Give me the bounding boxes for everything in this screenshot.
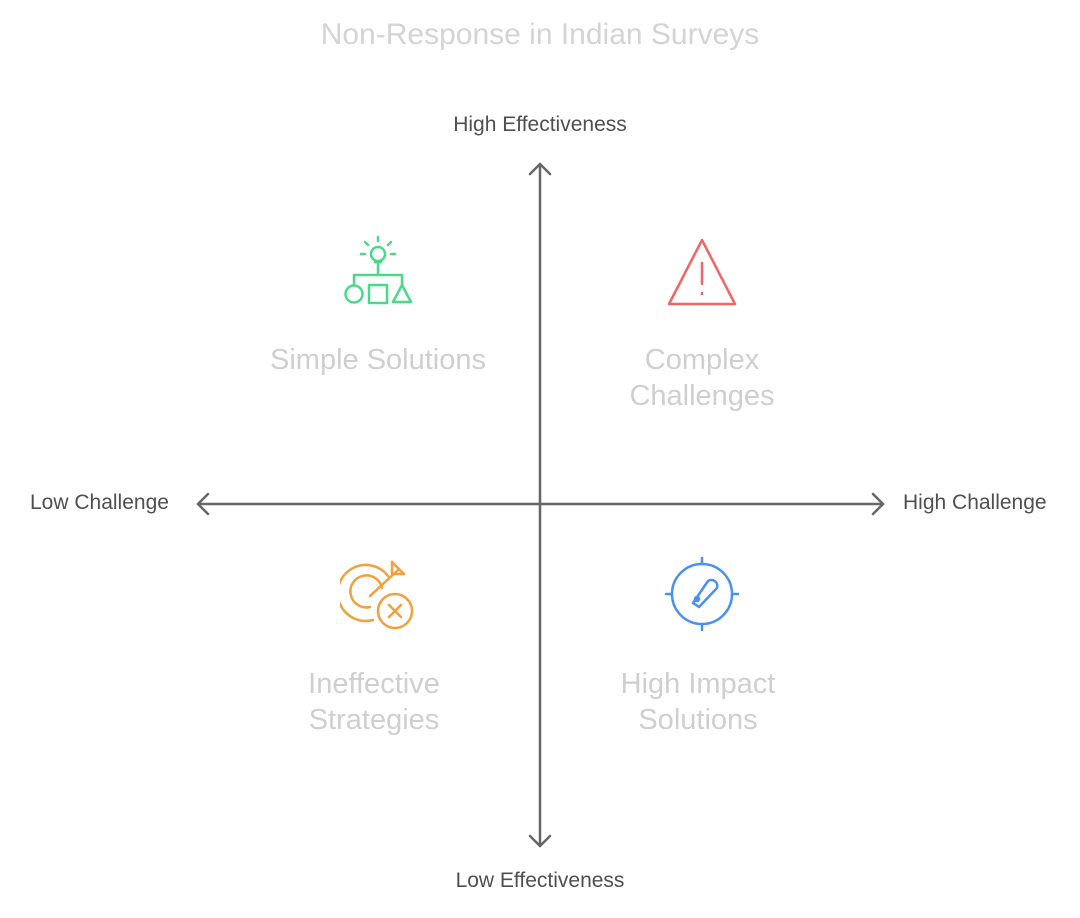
quadrant-bottom-left: Ineffective Strategies (224, 666, 524, 738)
axis-label-top: High Effectiveness (453, 113, 627, 136)
quadrant-bottom-right: High Impact Solutions (548, 666, 848, 738)
quadrant-top-left: Simple Solutions (228, 342, 528, 378)
arrow-right-icon (871, 492, 885, 516)
arrow-up-icon (528, 162, 552, 176)
diagram-title: Non-Response in Indian Surveys (320, 18, 760, 51)
quadrant-bottom-left-line-2: Strategies (308, 704, 440, 736)
axis-label-right: High Challenge (903, 491, 1047, 514)
warning-triangle-icon (667, 238, 737, 306)
lightbulb-shapes-icon (344, 235, 413, 305)
quadrant-bottom-right-line-2: Solutions (638, 704, 758, 736)
quadrant-bottom-left-line-1: Ineffective (308, 668, 440, 700)
axis-label-left: Low Challenge (30, 491, 169, 514)
arrow-down-icon (528, 834, 552, 848)
quadrant-top-right-line-1: Complex (644, 344, 760, 376)
quadrant-top-right: Complex Challenges (552, 342, 852, 414)
arrow-left-icon (196, 492, 210, 516)
crosshair-gauge-icon (664, 556, 740, 632)
quadrant-bottom-right-line-1: High Impact (620, 668, 776, 700)
quadrant-top-right-line-2: Challenges (629, 380, 775, 412)
target-miss-icon (340, 560, 414, 630)
axis-label-bottom: Low Effectiveness (455, 869, 625, 892)
quadrant-top-left-line-1: Simple Solutions (270, 344, 486, 376)
